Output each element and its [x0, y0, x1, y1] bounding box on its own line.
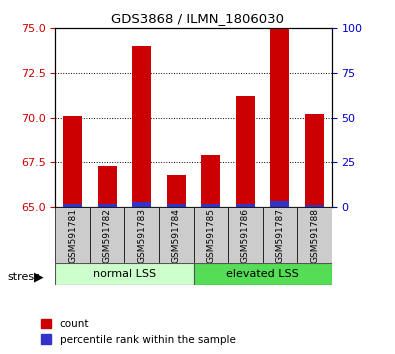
- Bar: [63, 116, 82, 207]
- FancyBboxPatch shape: [55, 207, 90, 264]
- Bar: [236, 204, 255, 207]
- Bar: [167, 204, 186, 207]
- Bar: [201, 204, 220, 207]
- Bar: [98, 204, 117, 207]
- Text: GSM591788: GSM591788: [310, 208, 319, 263]
- Bar: [201, 155, 220, 207]
- Bar: [271, 28, 290, 207]
- Text: normal LSS: normal LSS: [93, 269, 156, 279]
- Text: elevated LSS: elevated LSS: [226, 269, 299, 279]
- Text: GDS3868 / ILMN_1806030: GDS3868 / ILMN_1806030: [111, 12, 284, 25]
- Text: GSM591783: GSM591783: [137, 208, 146, 263]
- FancyBboxPatch shape: [159, 207, 194, 264]
- Text: GSM591781: GSM591781: [68, 208, 77, 263]
- FancyBboxPatch shape: [194, 207, 228, 264]
- Text: ▶: ▶: [34, 270, 43, 283]
- Bar: [305, 205, 324, 207]
- Bar: [132, 202, 151, 207]
- FancyBboxPatch shape: [90, 207, 124, 264]
- Text: stress: stress: [8, 272, 41, 282]
- FancyBboxPatch shape: [297, 207, 332, 264]
- Text: GSM591782: GSM591782: [103, 208, 112, 263]
- FancyBboxPatch shape: [55, 263, 194, 285]
- FancyBboxPatch shape: [228, 207, 263, 264]
- Bar: [63, 204, 82, 207]
- Bar: [167, 175, 186, 207]
- FancyBboxPatch shape: [263, 207, 297, 264]
- Legend: count, percentile rank within the sample: count, percentile rank within the sample: [37, 315, 240, 349]
- Bar: [305, 114, 324, 207]
- Text: GSM591787: GSM591787: [275, 208, 284, 263]
- Text: GSM591785: GSM591785: [206, 208, 215, 263]
- Bar: [132, 46, 151, 207]
- Bar: [98, 166, 117, 207]
- Text: GSM591784: GSM591784: [172, 208, 181, 263]
- Text: GSM591786: GSM591786: [241, 208, 250, 263]
- FancyBboxPatch shape: [124, 207, 159, 264]
- Bar: [236, 96, 255, 207]
- Bar: [271, 201, 290, 207]
- FancyBboxPatch shape: [194, 263, 332, 285]
